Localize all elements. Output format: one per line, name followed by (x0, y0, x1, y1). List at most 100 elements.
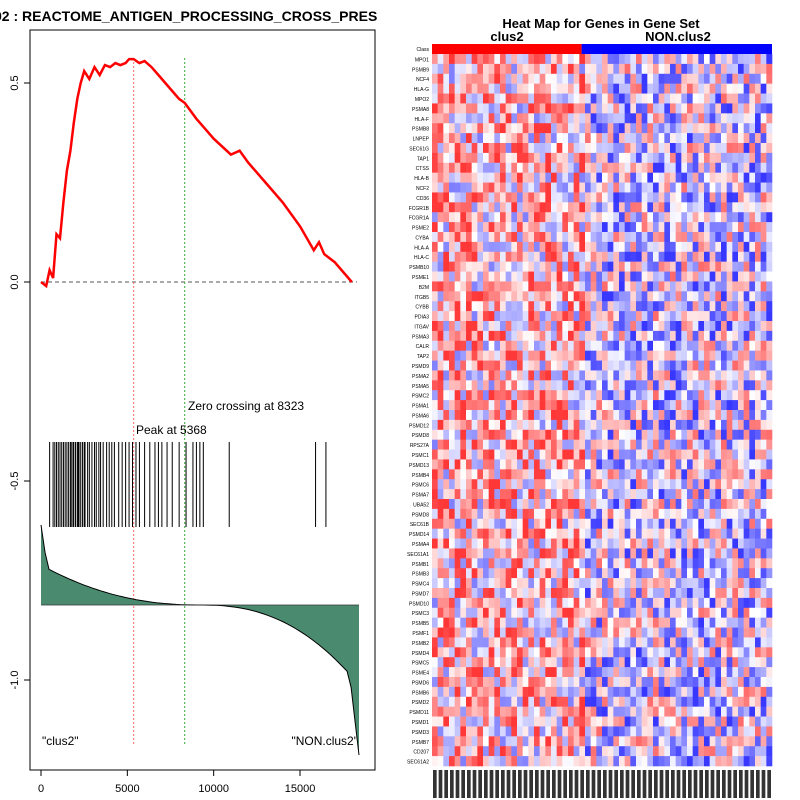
heatmap-cell (715, 360, 722, 371)
heatmap-cell (522, 261, 529, 272)
heatmap-cell (624, 469, 631, 480)
heatmap-cell (568, 578, 574, 589)
sample-label (761, 770, 766, 798)
heatmap-cell (454, 103, 461, 114)
heatmap-cell (573, 93, 580, 104)
heatmap-cell (505, 172, 512, 183)
heatmap-cell (511, 597, 518, 609)
zero-crossing-label: Zero crossing at 8323 (188, 399, 304, 413)
heatmap-cell (477, 123, 484, 134)
heatmap-cell (556, 696, 563, 707)
heatmap-cell (749, 578, 756, 589)
heatmap-cell (760, 647, 767, 658)
heatmap-cell (698, 677, 705, 688)
heatmap-cell (749, 202, 756, 213)
heatmap-cell (511, 113, 518, 124)
heatmap-cell (658, 123, 665, 134)
gene-label: PSMA3 (412, 334, 429, 340)
gene-label: PSMD1 (412, 720, 429, 726)
heatmap-cell (443, 63, 450, 75)
heatmap-cell (477, 281, 484, 292)
heatmap-cell (522, 380, 529, 391)
heatmap-cell (511, 54, 518, 65)
heatmap-cell (545, 568, 552, 579)
heatmap-cell (709, 696, 716, 707)
heatmap-cell (755, 360, 761, 371)
class-bar-non-clus2 (581, 44, 772, 54)
heatmap-cell (641, 192, 648, 203)
heatmap-cell (449, 627, 455, 638)
heatmap-cell (454, 686, 461, 698)
heatmap-cell (590, 637, 597, 648)
heatmap-cell (664, 489, 671, 500)
heatmap-cell (760, 459, 767, 470)
gene-label: PSMA5 (412, 384, 429, 390)
heatmap-cell (517, 123, 523, 134)
heatmap-cell (443, 93, 450, 104)
heatmap-cell (573, 340, 580, 351)
heatmap-cell (692, 597, 699, 609)
heatmap: MPO1PSMB9NCF4HLA-GMPO2PSMA8HLA-FPSMB8LNP… (407, 44, 773, 798)
heatmap-cell (454, 667, 461, 678)
heatmap-cell (568, 350, 574, 361)
heatmap-cell (494, 617, 501, 628)
heatmap-cell (534, 538, 540, 549)
heatmap-cell (437, 746, 444, 757)
heatmap-cell (443, 261, 450, 272)
heatmap-cell (698, 83, 705, 94)
heatmap-cell (687, 410, 693, 421)
heatmap-cell (709, 489, 716, 500)
heatmap-cell (704, 400, 710, 411)
heatmap-cell (545, 380, 552, 391)
heatmap-cell (755, 686, 761, 698)
heatmap-cell (466, 449, 472, 460)
sample-label (642, 770, 647, 798)
heatmap-cell (568, 390, 574, 401)
heatmap-cell (658, 696, 665, 707)
heatmap-cell (573, 736, 580, 747)
heatmap-cell (766, 499, 773, 510)
heatmap-cell (738, 489, 744, 500)
heatmap-cell (636, 726, 642, 737)
heatmap-cell (653, 400, 659, 411)
heatmap-cell (760, 429, 767, 440)
heatmap-cell (460, 726, 467, 737)
heatmap-cell (562, 271, 569, 282)
heatmap-cell (573, 222, 580, 233)
heatmap-cell (715, 251, 722, 262)
heatmap-cell (675, 123, 682, 134)
heatmap-cell (528, 291, 535, 302)
heatmap-cell (602, 677, 608, 688)
heatmap-cell (653, 459, 659, 470)
heatmap-cell (505, 281, 512, 292)
heatmap-cell (658, 429, 665, 440)
heatmap-cell (477, 558, 484, 569)
heatmap-cell (624, 726, 631, 737)
heatmap-cell (579, 162, 586, 173)
heatmap-cell (602, 261, 608, 272)
heatmap-cell (551, 558, 557, 569)
heatmap-cell (670, 548, 676, 559)
heatmap-cell (466, 677, 472, 688)
heatmap-cell (460, 429, 467, 440)
heatmap-cell (653, 756, 659, 767)
heatmap-cell (596, 271, 603, 282)
heatmap-cell (743, 588, 750, 599)
heatmap-cell (494, 281, 501, 292)
heatmap-cell (488, 192, 495, 203)
heatmap-cell (471, 518, 478, 529)
heatmap-cell (709, 212, 716, 223)
heatmap-cell (466, 222, 472, 233)
heatmap-cell (675, 607, 682, 618)
heatmap-cell (517, 736, 523, 747)
heatmap-cell (704, 311, 710, 322)
heatmap-cell (545, 192, 552, 203)
heatmap-cell (443, 143, 450, 154)
heatmap-cell (460, 518, 467, 529)
heatmap-cell (721, 380, 727, 391)
heatmap-cell (590, 241, 597, 253)
heatmap-cell (743, 677, 750, 688)
heatmap-cell (466, 657, 472, 668)
heatmap-cell (517, 172, 523, 183)
heatmap-cell (528, 578, 535, 589)
